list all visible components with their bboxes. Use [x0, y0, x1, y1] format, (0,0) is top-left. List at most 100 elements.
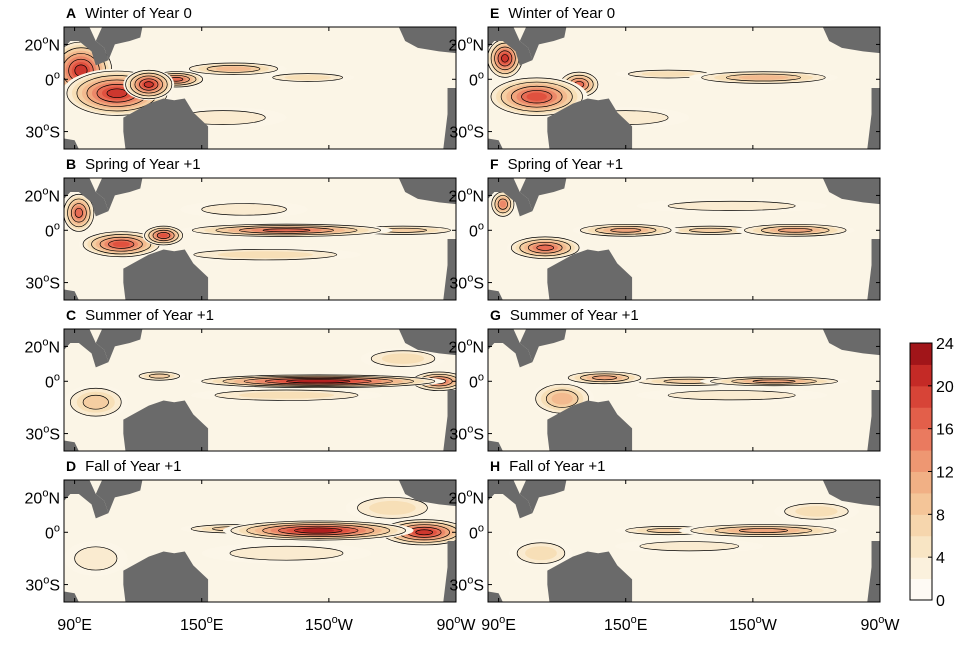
panel-frame: [63, 328, 457, 452]
land-mask: [443, 88, 456, 149]
lat-tick-label: 30oS: [449, 122, 484, 142]
land-mask: [488, 289, 503, 300]
panel-title: H Fall of Year +1: [490, 458, 605, 475]
lat-tick-label: 30oS: [25, 575, 60, 595]
land-mask: [388, 27, 456, 54]
panel-title-text: Spring of Year +1: [85, 156, 201, 173]
lat-tick-label: 20oN: [449, 34, 484, 54]
lon-tick-label: 150oW: [729, 614, 778, 634]
land-mask: [123, 400, 209, 451]
land-mask: [867, 541, 880, 602]
lat-tick-label: 20oN: [25, 185, 60, 205]
shading-contour: [238, 391, 335, 399]
lat-tick-label: 20oN: [449, 336, 484, 356]
land-mask: [64, 591, 79, 602]
land-mask: [95, 480, 143, 514]
panel-title-text: Fall of Year +1: [85, 458, 181, 475]
shading-contour: [551, 392, 573, 405]
colorbar-bin: [910, 557, 932, 580]
shading-contour: [795, 506, 838, 517]
shading-contour: [667, 390, 796, 401]
panel-title: D Fall of Year +1: [66, 458, 181, 475]
colorbar-bin: [910, 578, 932, 601]
panel-title: B Spring of Year +1: [66, 156, 201, 173]
shading-contour: [369, 500, 416, 515]
panel-letter: C: [66, 307, 76, 323]
panel-letter: A: [66, 5, 76, 21]
land-mask: [547, 551, 633, 602]
shading-contour: [215, 66, 252, 72]
land-mask: [547, 249, 633, 300]
shading-contour: [106, 88, 128, 99]
panel-title-text: Summer of Year +1: [85, 307, 214, 324]
panel-title-text: Winter of Year 0: [85, 5, 192, 22]
colorbar-bin: [910, 407, 932, 430]
shading-contour: [217, 251, 313, 259]
land-mask: [64, 289, 79, 300]
lat-tick-label: 20oN: [25, 487, 60, 507]
land-mask: [867, 390, 880, 451]
colorbar-bin: [910, 364, 932, 387]
land-mask: [867, 239, 880, 300]
panel-letter: E: [490, 5, 499, 21]
shading-contour: [592, 375, 617, 381]
lat-tick-label: 30oS: [449, 575, 484, 595]
panel-letter: F: [490, 156, 499, 172]
panel-letter: D: [66, 458, 76, 474]
map-field: [488, 480, 880, 602]
shading-contour: [262, 228, 311, 233]
lat-tick-label: 30oS: [25, 122, 60, 142]
shading-contour: [525, 546, 557, 561]
shading-contour: [667, 200, 796, 211]
map-panel-d: D Fall of Year +1 20oN 0o 30oS 90oE 150oE 150oW…: [25, 458, 477, 634]
land-mask: [443, 390, 456, 451]
panel-title-text: Winter of Year 0: [508, 5, 615, 22]
map-field: [64, 480, 456, 602]
land-mask: [519, 480, 567, 514]
land-mask: [64, 178, 109, 217]
shading-contour: [297, 380, 340, 383]
map-field: [488, 27, 880, 149]
panel-letter: H: [490, 458, 500, 474]
lat-tick-label: 20oN: [25, 336, 60, 356]
shading-contour: [688, 227, 733, 233]
colorbar-bin: [910, 450, 932, 472]
shading-contour: [536, 244, 555, 251]
lat-tick-label: 0o: [469, 371, 484, 391]
land-mask: [443, 239, 456, 300]
panel-letter: G: [490, 307, 501, 323]
colorbar-bin: [910, 385, 932, 408]
shading-contour: [501, 54, 509, 63]
map-field: [64, 27, 456, 149]
land-mask: [519, 178, 567, 212]
colorbar-tick-label: 0: [936, 593, 945, 610]
colorbar-bin: [910, 514, 932, 537]
lat-tick-label: 0o: [469, 220, 484, 240]
panel-title: A Winter of Year 0: [66, 5, 192, 22]
land-mask: [812, 480, 880, 507]
shading-contour: [610, 227, 642, 233]
land-mask: [388, 480, 456, 507]
lat-tick-label: 30oS: [25, 273, 60, 293]
map-panel-a: A Winter of Year 0 20oN 0o 30oS: [25, 5, 457, 150]
land-mask: [64, 440, 79, 451]
lon-tick-label: 90oE: [57, 614, 92, 634]
shading-contour: [639, 541, 740, 552]
lat-tick-label: 20oN: [449, 487, 484, 507]
land-mask: [547, 400, 633, 451]
lon-tick-label: 150oW: [305, 614, 354, 634]
panel-title: E Winter of Year 0: [490, 5, 615, 22]
lat-tick-label: 20oN: [449, 185, 484, 205]
lon-tick-label: 90oE: [481, 614, 516, 634]
shading-contour: [201, 203, 287, 216]
shading-contour: [738, 75, 789, 80]
land-mask: [812, 27, 880, 54]
map-field: [64, 329, 456, 451]
colorbar-bin: [910, 471, 932, 494]
shading-contour: [777, 227, 813, 233]
land-mask: [519, 27, 567, 61]
lon-tick-label: 150oE: [180, 614, 224, 634]
land-mask: [488, 329, 533, 368]
panel-title-text: Fall of Year +1: [509, 458, 605, 475]
